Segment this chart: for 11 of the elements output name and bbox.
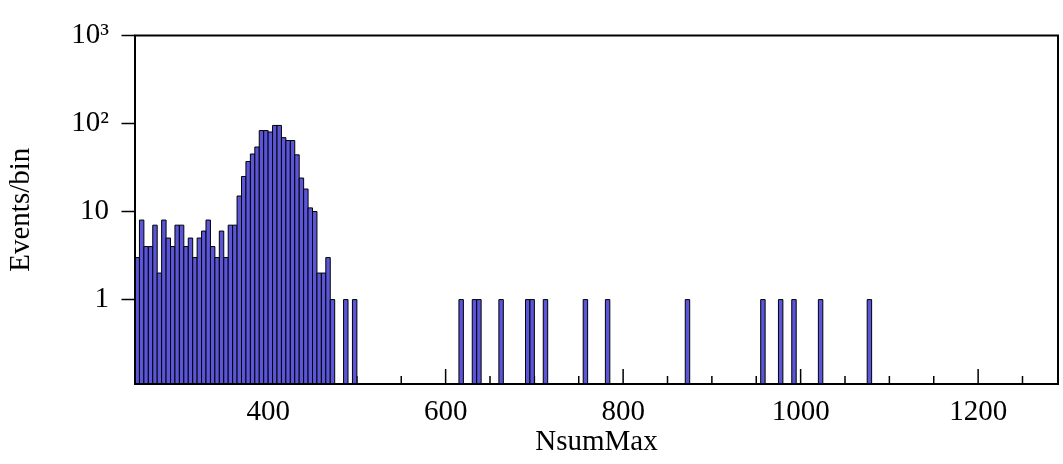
y-tick-label: 1 [94,281,109,314]
y-axis-title: Events/bin [3,147,36,272]
x-tick-label: 800 [601,394,645,427]
x-tick-label: 1000 [771,394,830,427]
x-tick-label: 1200 [949,394,1008,427]
x-axis-title: NsumMax [535,424,659,457]
x-tick-label: 600 [423,394,468,427]
x-tick-label: 400 [246,394,290,427]
y-tick-label: 10³ [71,17,110,50]
y-tick-label: 10² [71,105,110,138]
y-tick-label: 10 [80,193,109,226]
